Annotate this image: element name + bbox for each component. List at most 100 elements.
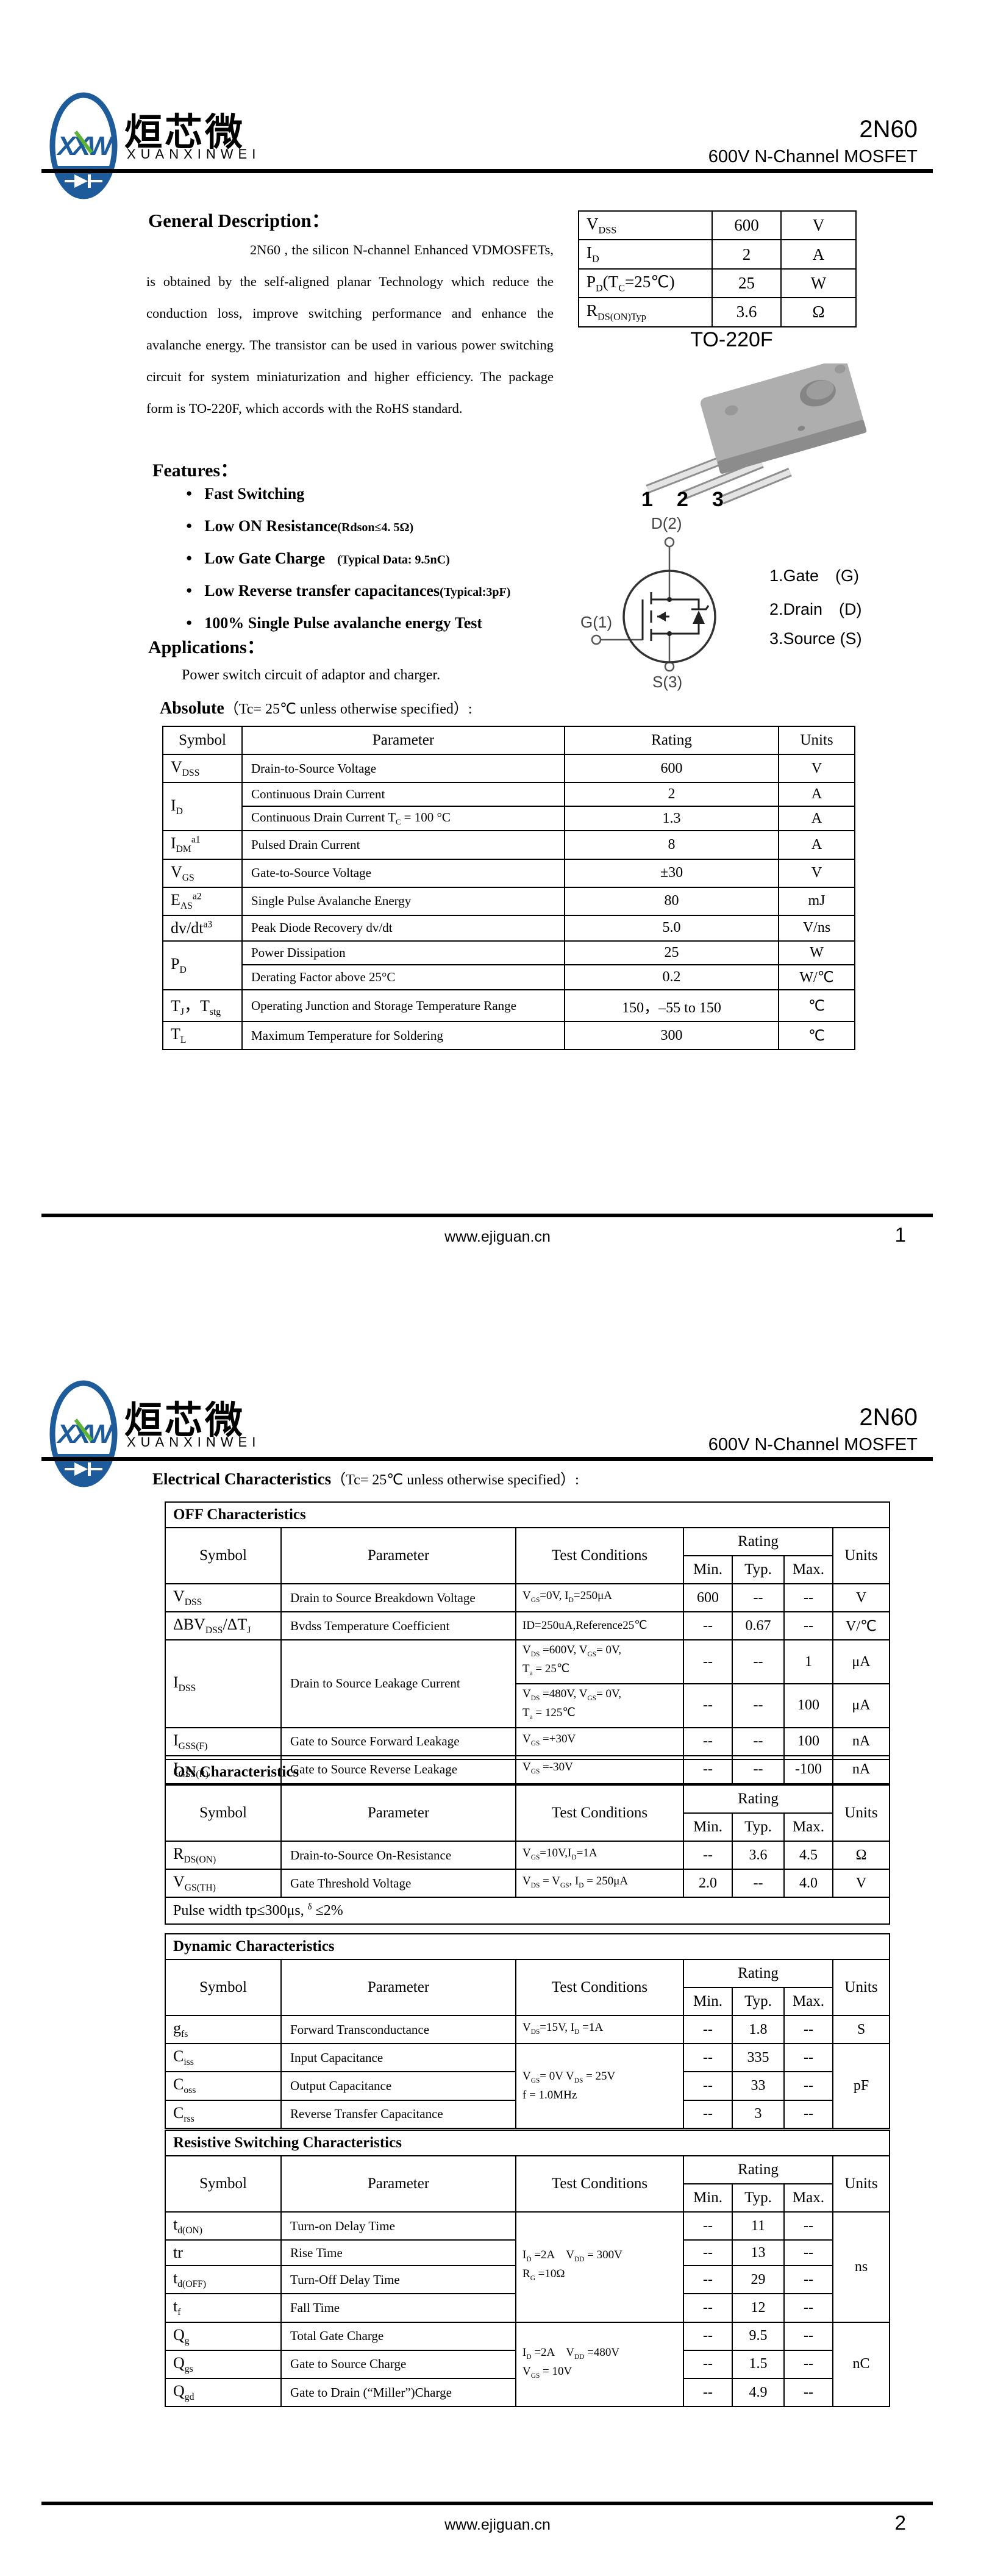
table-cell: A (778, 830, 855, 860)
table-cell: μA (832, 1683, 890, 1728)
table-cell: 300 (564, 1021, 779, 1051)
part-number: 2N60 (859, 1404, 918, 1431)
column-header: Units (832, 1784, 890, 1842)
table-cell: -- (683, 2211, 733, 2241)
table-cell: 1.3 (564, 806, 779, 832)
part-subtitle: 600V N-Channel MOSFET (708, 1435, 918, 1454)
table-cell: Bvdss Temperature Coefficient (280, 1611, 516, 1641)
header-rule (41, 169, 933, 173)
table-cell: -- (683, 2293, 733, 2323)
table-cell: VDSS (578, 210, 713, 241)
column-header: Symbol (165, 1784, 282, 1842)
absolute-maximum-ratings-table: Symbol Parameter Rating Units VDSS Drain-to-S… (162, 726, 855, 1051)
feature-text: Low Gate Charge (204, 549, 326, 567)
feature-detail: (Typical:3pF) (440, 585, 511, 599)
bullet-icon: ● (186, 617, 193, 628)
column-subheader: Typ. (732, 1987, 785, 2016)
table-section-title: ON Characteristics (165, 1759, 890, 1786)
table-cell: -- (683, 2071, 733, 2101)
table-cell: -- (683, 2321, 733, 2351)
column-subheader: Max. (783, 2183, 833, 2213)
column-header: Rating (683, 1527, 833, 1556)
table-cell: Single Pulse Avalanche Energy (241, 886, 565, 916)
table-cell: -- (683, 2099, 733, 2129)
column-header: Parameter (280, 1784, 516, 1842)
heading-rest: （Tc= 25℃ unless otherwise specified）: (331, 1472, 579, 1488)
table-row: IGSS(F) Gate to Source Forward Leakage VGS… (165, 1726, 890, 1756)
table-cell: -- (732, 1639, 785, 1684)
feature-item: ● Low Reverse transfer capacitances (Typ… (186, 582, 588, 614)
table-cell: 1.8 (732, 2014, 785, 2045)
table-cell: -- (783, 2349, 833, 2379)
quick-specs: VDSS 600 V ID 2 A PD(TC=25℃) 25 W RDS(ON)Typ 3.6 Ω (578, 210, 857, 327)
table-cell: 3.6 (711, 297, 782, 327)
footer-rule (41, 2502, 933, 2505)
pin-legend: 1.Gate (G) 2.Drain (D) 3.Source (S) (769, 562, 862, 663)
table-cell: -- (683, 1683, 733, 1728)
off-characteristics: OFF Characteristics Symbol Parameter Test C… (165, 1501, 890, 1784)
table-row: VDSS Drain to Source Breakdown Voltage VGS… (165, 1583, 890, 1613)
table-cell: -- (783, 2321, 833, 2351)
table-cell: Gate to Drain (“Miller”)Charge (280, 2377, 516, 2408)
table-cell: Derating Factor above 25°C (241, 964, 565, 990)
table-cell: V (778, 753, 855, 784)
drain-pin-label: D(2) (651, 514, 682, 532)
table-row: td(ON) Turn-on Delay Time ID =2A VDD = 300… (165, 2211, 890, 2323)
table-cell: dv/dta3 (162, 914, 243, 942)
table-cell: -- (783, 2014, 833, 2045)
absolute-ratings-heading: Absolute（Tc= 25℃ unless otherwise specif… (160, 696, 473, 718)
feature-item: ● 100% Single Pulse avalanche energy Tes… (186, 614, 588, 646)
table-cell: Ciss (165, 2043, 282, 2073)
table-cell: -- (783, 2099, 833, 2129)
feature-detail: (Typical Data: 9.5nC) (325, 553, 450, 567)
table-row: ID Continuous Drain Current 2 A (162, 782, 855, 832)
table-cell: 1.5 (732, 2349, 785, 2379)
table-row: Derating Factor above 25°C 0.2 W/℃ (163, 964, 855, 990)
table-cell: VDS =480V, VGS= 0V, Ta = 125℃ (515, 1683, 684, 1728)
heading-rest: （Tc= 25℃ unless otherwise specified）: (224, 701, 473, 717)
table-cell: V/ns (778, 914, 855, 942)
brand-name-cn: 烜芯微 (124, 112, 246, 154)
heading-bold: Electrical Characteristics (152, 1470, 332, 1488)
table-row: ID 2 A (578, 239, 857, 270)
table-cell: Coss (165, 2071, 282, 2101)
table-cell: W (780, 268, 857, 299)
table-row: Continuous Drain Current TC = 100 °C 1.3 A (163, 806, 855, 832)
column-header: Symbol (165, 2155, 282, 2213)
table-cell: RDS(ON) (165, 1840, 282, 1870)
table-cell: TL (162, 1021, 243, 1051)
table-cell: pF (832, 2043, 890, 2129)
column-subheader: Max. (783, 1555, 833, 1584)
table-cell: Ω (780, 297, 857, 327)
table-cell: td(ON) (165, 2211, 282, 2241)
table-cell: Qgs (165, 2349, 282, 2379)
column-header: Parameter (280, 1527, 516, 1584)
table-row: TJ，Tstg Operating Junction and Storage Te… (162, 989, 855, 1023)
table-cell: V (832, 1869, 890, 1898)
mosfet-symbol-diagram: D(2) G(1) S(3) (580, 514, 716, 691)
table-row: Qg Total Gate Charge ID =2A VDD =480V VGS =… (165, 2321, 890, 2408)
table-cell: ID (578, 239, 713, 270)
table-cell: VDSS (162, 753, 243, 784)
feature-text: 100% Single Pulse avalanche energy Test (204, 614, 483, 632)
table-cell: VGS=10V,ID=1A (515, 1840, 684, 1870)
footer-site-link[interactable]: www.ejiguan.cn (444, 1228, 551, 1245)
brand-name-en: XUANXINWEI (127, 146, 261, 162)
table-cell: 600 (683, 1583, 733, 1613)
table-cell: Pulsed Drain Current (241, 830, 565, 860)
table-cell: ℃ (778, 1021, 855, 1051)
table-cell: -- (783, 2377, 833, 2408)
table-cell: Drain-to-Source Voltage (241, 753, 565, 784)
column-header: Symbol (165, 1527, 282, 1584)
column-header: Units (832, 1959, 890, 2016)
table-cell: Crss (165, 2099, 282, 2129)
table-cell: 2 (711, 239, 782, 270)
table-cell: 25 (711, 268, 782, 299)
table-cell: IDSS (165, 1639, 282, 1728)
footer-site-link[interactable]: www.ejiguan.cn (444, 2516, 551, 2533)
table-cell: Gate to Source Forward Leakage (280, 1726, 516, 1756)
table-cell: 9.5 (732, 2321, 785, 2351)
table-section-title: Resistive Switching Characteristics (165, 2130, 890, 2156)
table-cell: Power Dissipation (241, 940, 565, 965)
